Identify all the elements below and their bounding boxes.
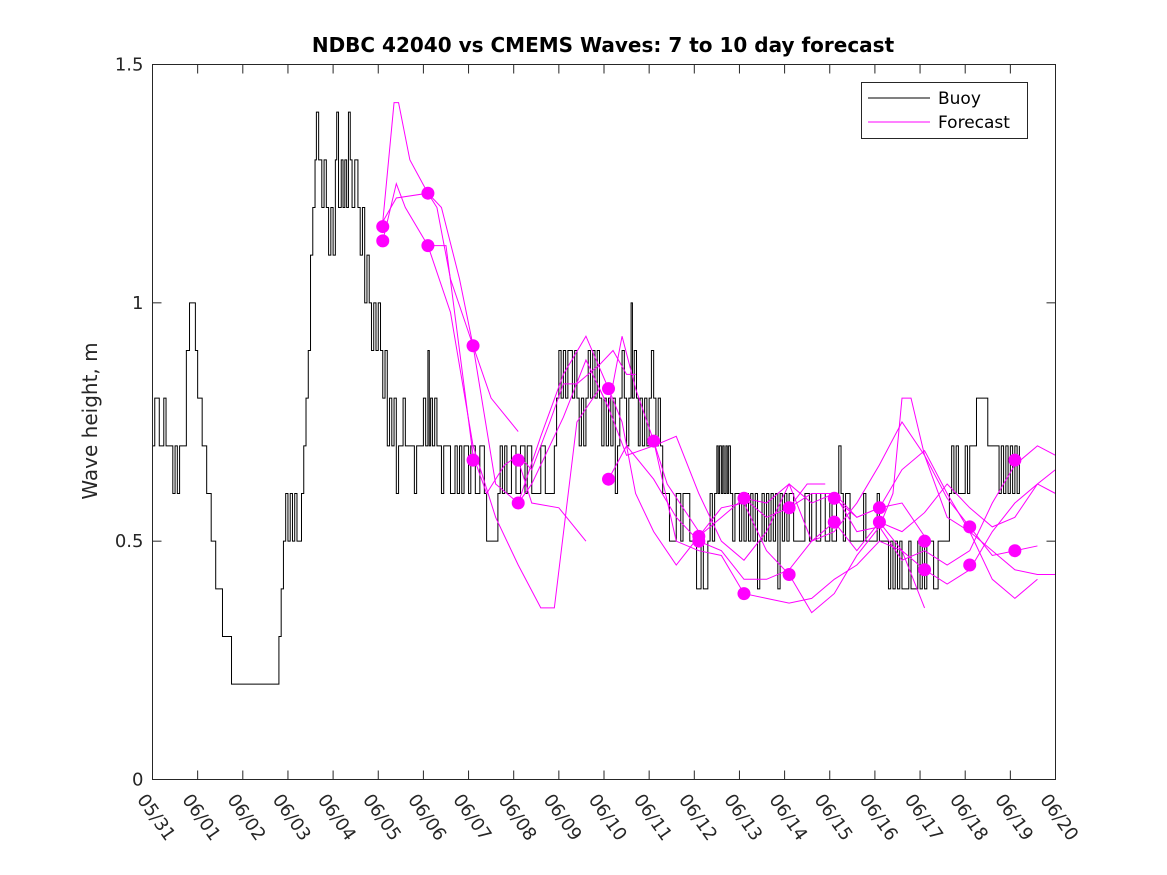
forecast-marker-17 (782, 568, 796, 582)
forecast-marker-3 (421, 186, 435, 200)
forecast-series-line-13 (879, 469, 1056, 533)
x-tick-label: 06/10 (584, 790, 631, 845)
forecast-marker-14 (737, 491, 751, 505)
x-tick-label: 06/01 (178, 790, 225, 845)
plot-lines (152, 102, 1056, 685)
x-ticks: 05/3106/0106/0206/0306/0406/0506/0606/07… (132, 64, 1082, 845)
legend-buoy-label: Buoy (938, 89, 981, 109)
forecast-series-line-11 (788, 483, 826, 509)
x-tick-label: 06/09 (539, 790, 586, 845)
forecast-marker-11 (647, 434, 661, 448)
forecast-series-line-12 (833, 449, 1038, 600)
y-tick-label: 0.5 (115, 531, 144, 552)
forecast-marker-5 (466, 339, 480, 353)
x-tick-label: 06/03 (268, 790, 315, 845)
chart-title: NDBC 42040 vs CMEMS Waves: 7 to 10 day f… (312, 33, 895, 57)
forecast-marker-9 (602, 382, 616, 396)
forecast-series-line-2 (382, 181, 700, 609)
x-tick-label: 06/13 (719, 790, 766, 845)
x-tick-label: 06/05 (358, 790, 405, 845)
forecast-series-line-5 (517, 459, 587, 542)
forecast-marker-8 (511, 496, 525, 510)
y-tick-label: 0 (132, 770, 143, 791)
forecast-marker-26 (1008, 453, 1022, 467)
y-tick-label: 1 (132, 293, 143, 314)
forecast-series-line-8 (653, 440, 1056, 604)
x-tick-label: 06/11 (629, 790, 676, 845)
x-tick-label: 06/14 (765, 790, 812, 845)
forecast-series-line-9 (698, 397, 1038, 614)
forecast-marker-13 (692, 534, 706, 548)
forecast-marker-4 (421, 239, 435, 253)
forecast-marker-22 (918, 534, 932, 548)
x-tick-label: 06/17 (900, 790, 947, 845)
forecast-marker-18 (827, 491, 841, 505)
forecast-marker-1 (376, 220, 390, 234)
x-tick-label: 06/07 (448, 790, 495, 845)
x-tick-label: 06/12 (674, 790, 721, 845)
y-tick-label: 1.5 (115, 55, 144, 76)
plot-markers (376, 186, 1022, 601)
forecast-marker-2 (376, 234, 390, 248)
forecast-marker-10 (602, 472, 616, 486)
x-tick-label: 06/16 (855, 790, 902, 845)
x-tick-label: 05/31 (132, 790, 179, 845)
x-tick-label: 06/19 (990, 790, 1037, 845)
y-axis-label: Wave height, m (78, 342, 102, 499)
forecast-marker-7 (511, 453, 525, 467)
forecast-marker-16 (782, 501, 796, 515)
forecast-series-line-3 (382, 192, 925, 566)
forecast-marker-21 (872, 515, 886, 529)
legend-forecast-label: Forecast (938, 113, 1010, 133)
forecast-marker-23 (918, 563, 932, 577)
forecast-marker-15 (737, 587, 751, 601)
x-tick-label: 06/04 (313, 790, 360, 845)
x-tick-label: 06/20 (1035, 790, 1082, 845)
buoy-series-line (152, 111, 1020, 685)
x-tick-label: 06/15 (810, 790, 857, 845)
forecast-marker-6 (466, 453, 480, 467)
legend-box (861, 82, 1028, 139)
x-tick-label: 06/06 (403, 790, 450, 845)
forecast-marker-25 (963, 558, 977, 572)
forecast-series-line-1 (382, 102, 519, 432)
y-ticks: 0 0.5 1 1.5 (115, 55, 1056, 791)
forecast-marker-19 (827, 515, 841, 529)
x-tick-label: 06/02 (223, 790, 270, 845)
x-tick-label: 06/08 (494, 790, 541, 845)
forecast-marker-24 (963, 520, 977, 534)
forecast-marker-27 (1008, 544, 1022, 558)
legend: Buoy Forecast (861, 82, 1028, 139)
x-tick-label: 06/18 (945, 790, 992, 845)
forecast-marker-20 (872, 501, 886, 515)
